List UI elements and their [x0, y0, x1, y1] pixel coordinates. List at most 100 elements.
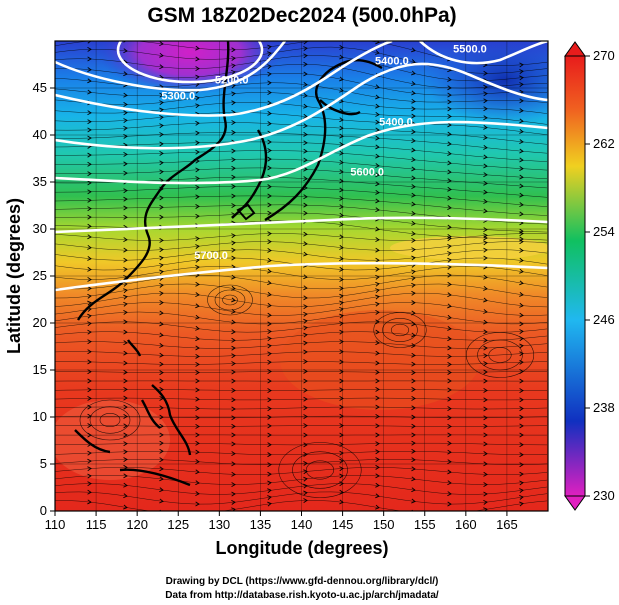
x-tick-label: 110	[45, 517, 66, 532]
x-tick-label: 130	[208, 517, 230, 532]
contour-line	[55, 62, 548, 150]
contour-line	[55, 41, 393, 117]
y-tick-label: 15	[33, 362, 47, 377]
coastline-segment	[264, 59, 383, 222]
vortex-ring	[278, 442, 362, 498]
streamline	[55, 292, 548, 308]
y-axis-ticks: 0 5 10 15 20 25 30 35 40 45	[33, 80, 55, 518]
contour-line	[55, 261, 548, 292]
streamline	[55, 186, 548, 207]
y-tick-label: 5	[40, 456, 47, 471]
vortex-ring	[305, 460, 335, 480]
warm-patch	[280, 310, 480, 410]
y-tick-label: 45	[33, 80, 47, 95]
streamline	[55, 371, 547, 373]
contour-line	[55, 216, 548, 234]
streamline	[55, 212, 548, 233]
streamline	[55, 389, 548, 391]
streamline	[55, 102, 548, 125]
vortex-ring	[214, 289, 246, 311]
streamline	[55, 195, 548, 216]
lat-lon-grid	[55, 41, 548, 511]
streamline	[55, 233, 548, 241]
contour-label: 5600.0	[350, 166, 384, 178]
colorbar-tick-label: 254	[593, 224, 615, 239]
credit-line: Data from http://database.rish.kyoto-u.a…	[165, 590, 439, 601]
streamline	[55, 311, 548, 325]
x-tick-label: 140	[291, 517, 313, 532]
y-tick-label: 20	[33, 315, 47, 330]
x-tick-label: 120	[126, 517, 148, 532]
vortex-ring	[222, 294, 238, 306]
wind-arrowhead	[87, 41, 92, 44]
coastline-segment	[236, 203, 256, 221]
contour-label: 5400.0	[379, 117, 413, 129]
colorbar-tick-label: 238	[593, 400, 615, 415]
streamline	[55, 150, 548, 171]
x-tick-label: 145	[332, 517, 354, 532]
streamline	[55, 442, 548, 446]
x-tick-label: 125	[167, 517, 189, 532]
contour-line	[116, 41, 264, 84]
x-tick-label: 165	[496, 517, 518, 532]
streamline	[55, 341, 548, 349]
streamline	[55, 491, 548, 505]
streamline	[55, 64, 548, 89]
plot-area: 5200.0 5300.0 5400.0 5400.0 5500.0 5600.0 5700…	[55, 41, 548, 511]
streamline	[55, 425, 548, 427]
vortex-ring	[488, 347, 512, 363]
colorbar-tick-label: 270	[593, 48, 615, 63]
streamline	[55, 459, 548, 465]
streamline	[55, 331, 548, 341]
colorbar: 230 238 246 254 262 270	[564, 41, 615, 511]
streamline	[55, 92, 548, 114]
geopotential-contours: 5200.0 5300.0 5400.0 5400.0 5500.0 5600.0 5700…	[55, 41, 548, 292]
streamline	[55, 451, 548, 455]
streamline	[55, 302, 548, 316]
streamline	[55, 55, 548, 82]
colorbar-tick-label: 262	[593, 136, 615, 151]
streamline	[55, 483, 548, 495]
colorbar-tick-label: 246	[593, 312, 615, 327]
vortex-ring	[390, 323, 410, 337]
streamline	[55, 158, 548, 180]
contour-label: 5500.0	[453, 43, 487, 55]
streamline	[55, 397, 548, 401]
contour-label: 5700.0	[194, 250, 228, 262]
vortex-ring	[79, 399, 141, 441]
vortex-ring	[465, 332, 535, 378]
secondary-low-shading	[425, 41, 548, 125]
contour-label: 5400.0	[375, 56, 409, 68]
vortex-ring	[207, 284, 253, 316]
y-tick-label: 0	[40, 503, 47, 518]
streamline	[55, 274, 548, 290]
streamline	[55, 132, 548, 154]
streamline	[55, 321, 548, 333]
streamline	[55, 141, 548, 162]
vortex-ring	[373, 312, 427, 348]
streamline	[55, 266, 548, 280]
vortex-ring	[89, 406, 131, 434]
colorbar-ticks: 230 238 246 254 262 270	[585, 48, 615, 503]
streamline	[55, 249, 548, 261]
colorbar-scale	[564, 55, 586, 497]
coastline-segment	[119, 468, 191, 487]
contour-line	[419, 41, 548, 65]
contour-line	[55, 120, 548, 185]
y-tick-label: 10	[33, 409, 47, 424]
colorbar-tick-label: 230	[593, 488, 615, 503]
x-tick-label: 135	[250, 517, 272, 532]
wind-arrowhead	[447, 510, 448, 511]
streamline	[55, 500, 548, 511]
streamline	[55, 241, 548, 251]
contour-line	[55, 41, 287, 92]
vortex-ring	[99, 413, 121, 427]
vortex-ring	[382, 318, 418, 342]
y-axis-label: Latitude (degrees)	[4, 198, 24, 354]
x-tick-label: 150	[373, 517, 395, 532]
x-tick-label: 115	[86, 517, 107, 532]
y-tick-label: 35	[33, 174, 47, 189]
coastline-segment	[319, 99, 361, 116]
y-tick-label: 25	[33, 268, 47, 283]
colorbar-min-arrow	[564, 495, 586, 511]
